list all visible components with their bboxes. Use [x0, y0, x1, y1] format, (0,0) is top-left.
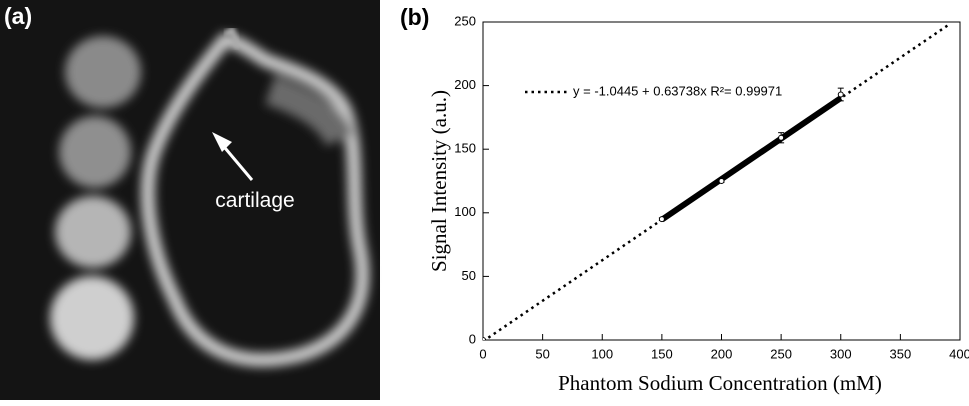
y-tick-label: 50 [462, 268, 476, 283]
data-point [658, 216, 665, 223]
x-tick-label: 350 [890, 346, 912, 361]
plot-area [483, 22, 952, 340]
y-tick-label: 200 [454, 77, 476, 92]
data-point [837, 91, 844, 98]
chart: (b) Phantom Sodium Concentration (mM) Si… [400, 4, 969, 395]
y-axis-title: Signal Intensity (a.u.) [427, 90, 451, 272]
y-tick-label: 0 [469, 331, 476, 346]
x-tick-label: 100 [591, 346, 613, 361]
panel-label: (b) [400, 4, 429, 30]
data-point [778, 134, 785, 141]
fit-segment [660, 95, 843, 223]
image-annotation: cartilage [215, 189, 294, 212]
y-tick-label: 150 [454, 141, 476, 156]
x-tick-label: 400 [949, 346, 969, 361]
x-tick-label: 250 [770, 346, 792, 361]
x-axis-title: Phantom Sodium Concentration (mM) [558, 371, 882, 395]
x-tick-label: 200 [711, 346, 733, 361]
y-tick-label: 100 [454, 204, 476, 219]
x-tick-label: 300 [830, 346, 852, 361]
legend-label: y = -1.0445 + 0.63738x R²= 0.99971 [573, 83, 782, 98]
mri-image: cartilage (a) [0, 0, 380, 400]
x-tick-label: 50 [535, 346, 549, 361]
data-point [483, 337, 486, 340]
x-tick-label: 150 [651, 346, 673, 361]
panel-label: (a) [4, 3, 32, 29]
data-point [718, 178, 725, 184]
y-tick-label: 250 [454, 13, 476, 28]
x-tick-label: 0 [479, 346, 486, 361]
